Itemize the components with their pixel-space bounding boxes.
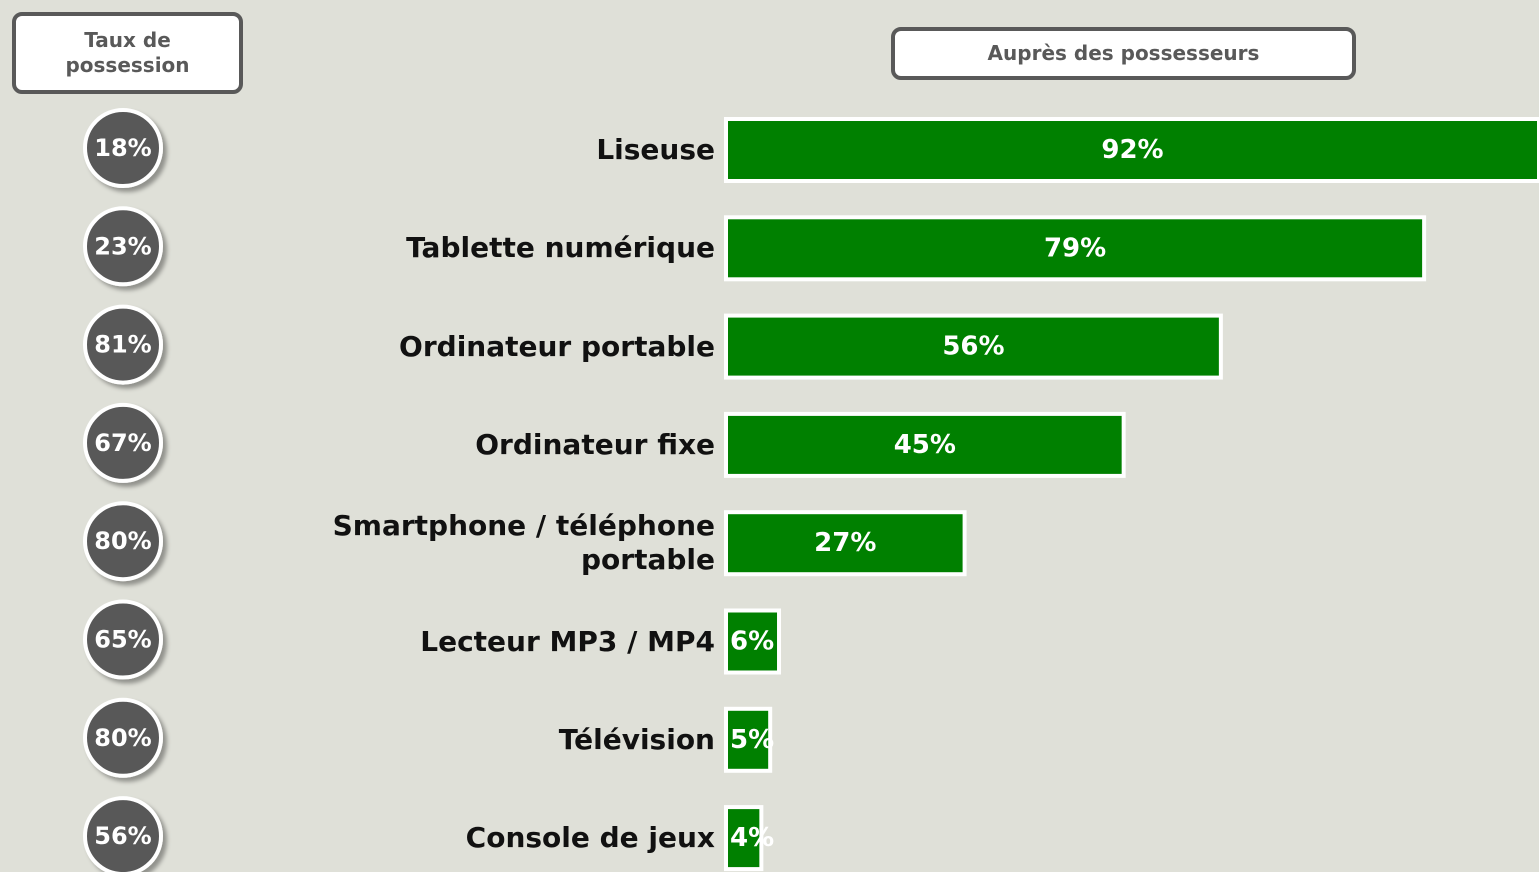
category-label: Console de jeux: [465, 821, 715, 855]
bar: [724, 510, 967, 577]
bar: [724, 805, 764, 872]
bar: [724, 313, 1223, 380]
bar: [724, 411, 1126, 478]
ownership-circle: [83, 402, 163, 483]
ownership-title: Taux de possession: [12, 12, 243, 94]
ownership-label: 80%: [94, 724, 151, 752]
ownership-circle: [83, 206, 163, 287]
bar: [724, 706, 773, 773]
value-label: 5%: [730, 725, 774, 755]
category-label: Tablette numérique: [406, 231, 715, 265]
ownership-circle: [83, 304, 163, 385]
ownership-label: 56%: [94, 822, 151, 850]
ownership-circle: [83, 796, 163, 872]
ownership-label: 67%: [94, 429, 151, 457]
category-label: Lecteur MP3 / MP4: [420, 624, 715, 658]
chart-title: Auprès des possesseurs: [891, 27, 1356, 80]
bar: [724, 215, 1427, 282]
category-label: Ordinateur fixe: [475, 427, 715, 461]
ownership-label: 81%: [94, 331, 151, 359]
bar: [724, 608, 782, 675]
value-label: 56%: [942, 332, 1004, 362]
bar: [724, 117, 1539, 183]
category-label: Ordinateur portable: [399, 329, 715, 363]
value-label: 6%: [730, 627, 774, 657]
ownership-circle: [83, 697, 163, 778]
ownership-label: 65%: [94, 626, 151, 654]
value-label: 45%: [894, 430, 956, 460]
ownership-circle: [83, 599, 163, 680]
value-label: 27%: [814, 528, 876, 558]
category-label: Smartphone / téléphone portable: [332, 509, 715, 577]
value-label: 92%: [1101, 135, 1163, 165]
ownership-label: 23%: [94, 232, 151, 260]
ownership-label: 80%: [94, 527, 151, 555]
category-label: Liseuse: [596, 133, 715, 166]
ownership-circle: [83, 108, 163, 188]
category-label: Télévision: [558, 722, 715, 756]
ownership-circle: [83, 501, 163, 582]
value-label: 4%: [730, 823, 774, 853]
ownership-label: 18%: [94, 134, 151, 162]
value-label: 79%: [1044, 233, 1106, 263]
